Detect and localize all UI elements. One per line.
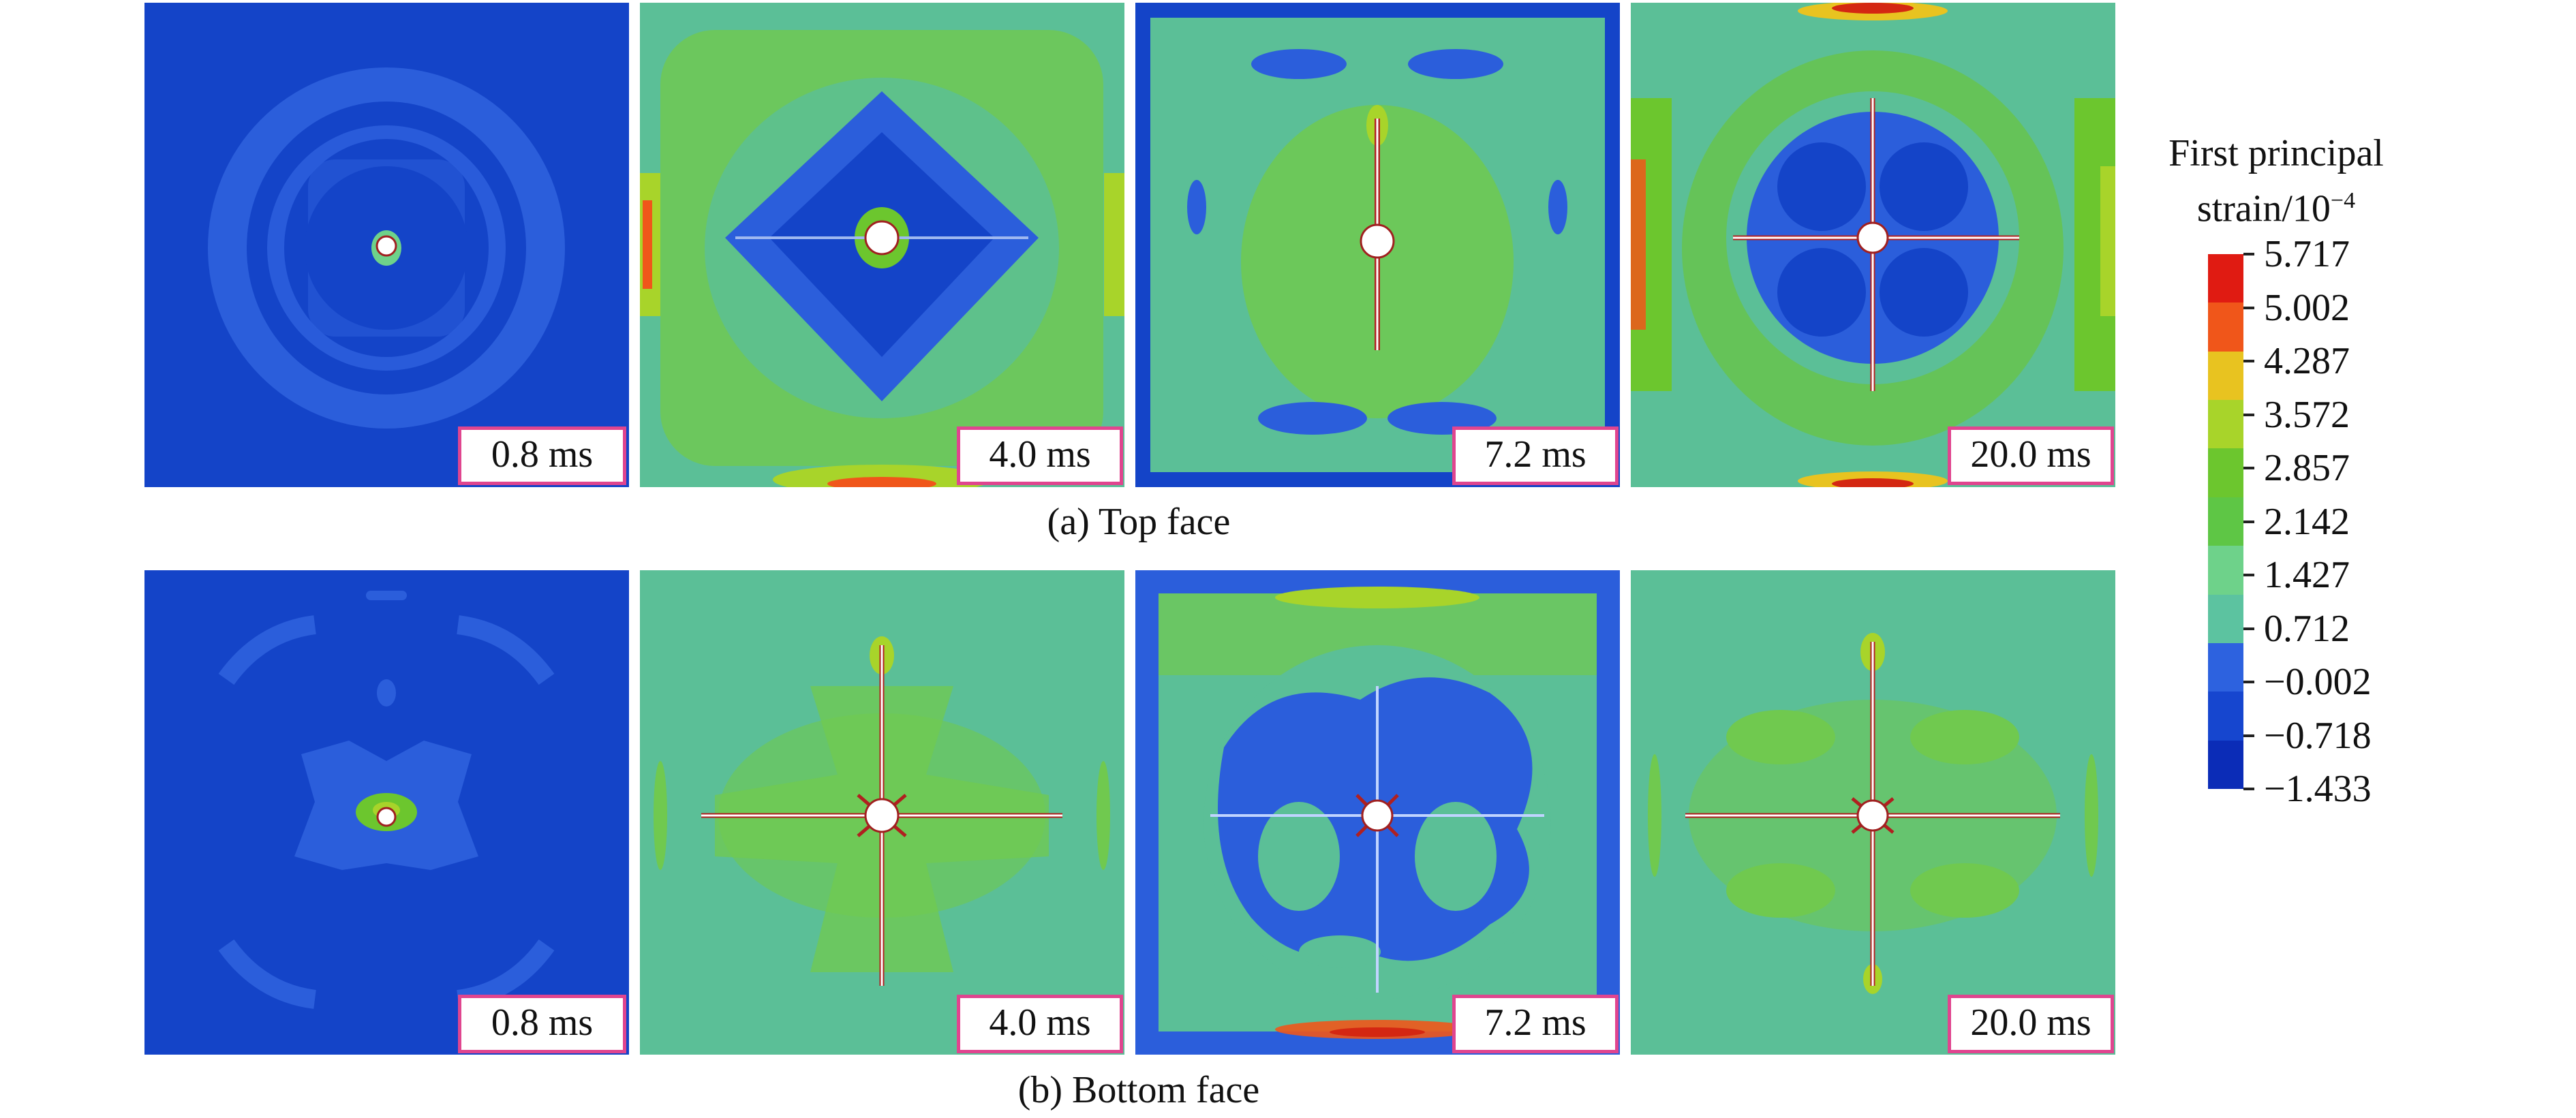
legend-level-label: 2.857 [2264,447,2350,489]
legend-level-label: 3.572 [2264,393,2350,436]
strain-panel-bottom-7.2ms [1135,570,1620,1055]
legend-band [2208,302,2243,352]
legend-band [2208,497,2243,546]
legend-band [2208,254,2243,303]
time-label-bottom-3: 7.2 ms [1452,995,1619,1053]
legend-tick [2243,734,2254,737]
legend-tick [2243,574,2254,576]
time-label-top-3: 7.2 ms [1452,426,1619,485]
legend-level-label: 5.717 [2264,233,2350,275]
legend-band [2208,448,2243,497]
legend-tick [2243,360,2254,362]
legend-tick [2243,413,2254,416]
time-label-bottom-4: 20.0 ms [1948,995,2114,1053]
time-label-bottom-2: 4.0 ms [957,995,1123,1053]
time-label-top-2: 4.0 ms [957,426,1123,485]
legend-title: First principal strain/10−4 [2133,129,2419,233]
legend-tick [2243,253,2254,255]
caption-bottom-face: (b) Bottom face [1017,1069,1260,1111]
strain-panel-top-4.0ms [640,3,1124,487]
legend-band [2208,692,2243,741]
legend-level-label: 4.287 [2264,340,2350,382]
legend-band [2208,594,2243,643]
legend-level-label: 5.002 [2264,286,2350,329]
legend-tick [2243,467,2254,469]
legend-band [2208,642,2243,692]
time-label-bottom-1: 0.8 ms [458,995,626,1053]
legend-tick [2243,306,2254,309]
legend-title-exponent: −4 [2330,188,2356,213]
legend-band [2208,546,2243,595]
strain-panel-bottom-4.0ms [640,570,1124,1055]
time-label-top-1: 0.8 ms [458,426,626,485]
legend-band [2208,351,2243,401]
strain-panel-top-0.8ms [144,3,629,487]
strain-panel-top-20.0ms [1631,3,2115,487]
strain-panel-bottom-0.8ms [144,570,629,1055]
strain-panel-top-7.2ms [1135,3,1620,487]
legend-level-label: 0.712 [2264,607,2350,650]
legend-band [2208,740,2243,789]
legend-level-label: −0.718 [2264,714,2372,757]
legend-title-unit: strain/10 [2196,187,2331,230]
legend-color-bar [2208,254,2243,789]
legend-level-label: 2.142 [2264,500,2350,543]
legend-title-line1: First principal [2168,132,2384,174]
legend-tick [2243,788,2254,790]
time-label-top-4: 20.0 ms [1948,426,2114,485]
legend-level-label: 1.427 [2264,554,2350,596]
legend-tick [2243,681,2254,683]
legend-level-label: −0.002 [2264,661,2372,703]
legend-level-label: −1.433 [2264,768,2372,810]
strain-panel-bottom-20.0ms [1631,570,2115,1055]
legend-tick [2243,520,2254,523]
legend-title-line2: strain/10−4 [2133,177,2419,233]
legend-tick [2243,627,2254,630]
caption-top-face: (a) Top face [1047,501,1231,543]
legend-band [2208,400,2243,449]
